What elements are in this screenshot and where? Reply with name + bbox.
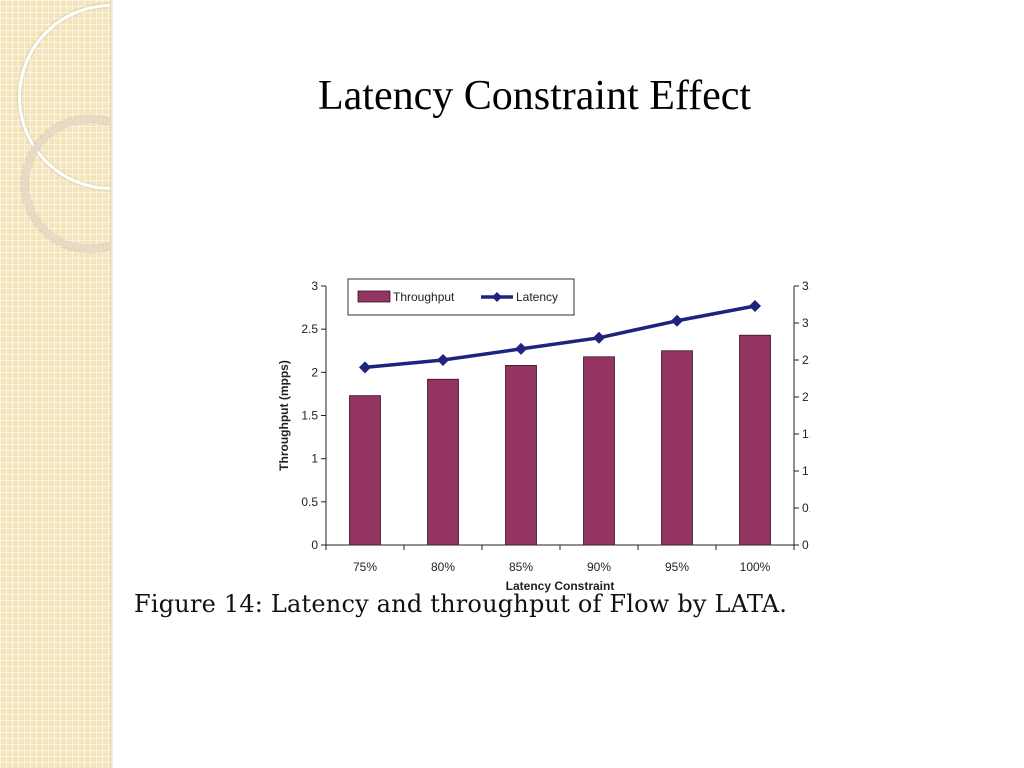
latency-point <box>671 314 683 327</box>
latency-point <box>359 361 371 374</box>
left-tick-label: 1.5 <box>301 409 318 423</box>
latency-point <box>749 299 761 312</box>
x-axis-title: Latency Constraint <box>506 579 615 593</box>
x-tick-label: 75% <box>353 560 377 574</box>
latency-point <box>515 342 527 355</box>
latency-point <box>593 331 605 344</box>
x-tick-label: 90% <box>587 560 611 574</box>
chart: 0 0.5 1 1.5 2 2.5 3 0 0.5 1 1.5 2 2.5 3 3.5 75% 80% 85% 90… <box>277 278 810 593</box>
throughput-bar <box>739 334 771 546</box>
y-axis-title: Throughput (mpps) <box>277 360 291 471</box>
figure-caption: Figure 14: Latency and throughput of Flo… <box>134 590 788 618</box>
x-tick-label: 100% <box>740 560 771 574</box>
right-tick-label: 1.5 <box>802 427 810 441</box>
x-tick-label: 80% <box>431 560 455 574</box>
legend-throughput-swatch <box>357 290 391 303</box>
legend-latency-marker <box>492 292 502 302</box>
left-tick-label: 2 <box>311 365 318 379</box>
left-tick-label: 1 <box>311 452 318 466</box>
throughput-bar <box>505 365 537 546</box>
legend-throughput-label: Throughput <box>393 290 455 304</box>
throughput-bar <box>349 395 381 546</box>
right-tick-label: 2 <box>802 390 809 404</box>
left-tick-label: 0 <box>311 538 318 552</box>
throughput-bar <box>583 356 615 546</box>
throughput-bar <box>661 350 693 546</box>
right-tick-label: 0 <box>802 538 809 552</box>
slide-title: Latency Constraint Effect <box>318 73 752 119</box>
right-tick-label: 2.5 <box>802 353 810 367</box>
decorative-sidebar <box>0 0 113 768</box>
latency-point <box>437 354 449 366</box>
throughput-bar <box>427 378 459 546</box>
left-tick-label: 3 <box>311 279 318 293</box>
right-tick-label: 1 <box>802 464 809 478</box>
right-tick-label: 3.5 <box>802 279 810 293</box>
left-tick-label: 0.5 <box>301 495 318 509</box>
right-tick-label: 3 <box>802 316 809 330</box>
latency-line <box>364 304 756 370</box>
right-tick-label: 0.5 <box>802 501 810 515</box>
left-tick-label: 2.5 <box>301 322 318 336</box>
x-tick-label: 85% <box>509 560 533 574</box>
x-tick-label: 95% <box>665 560 689 574</box>
sidebar-edge <box>110 0 113 768</box>
legend-latency-label: Latency <box>516 290 558 304</box>
